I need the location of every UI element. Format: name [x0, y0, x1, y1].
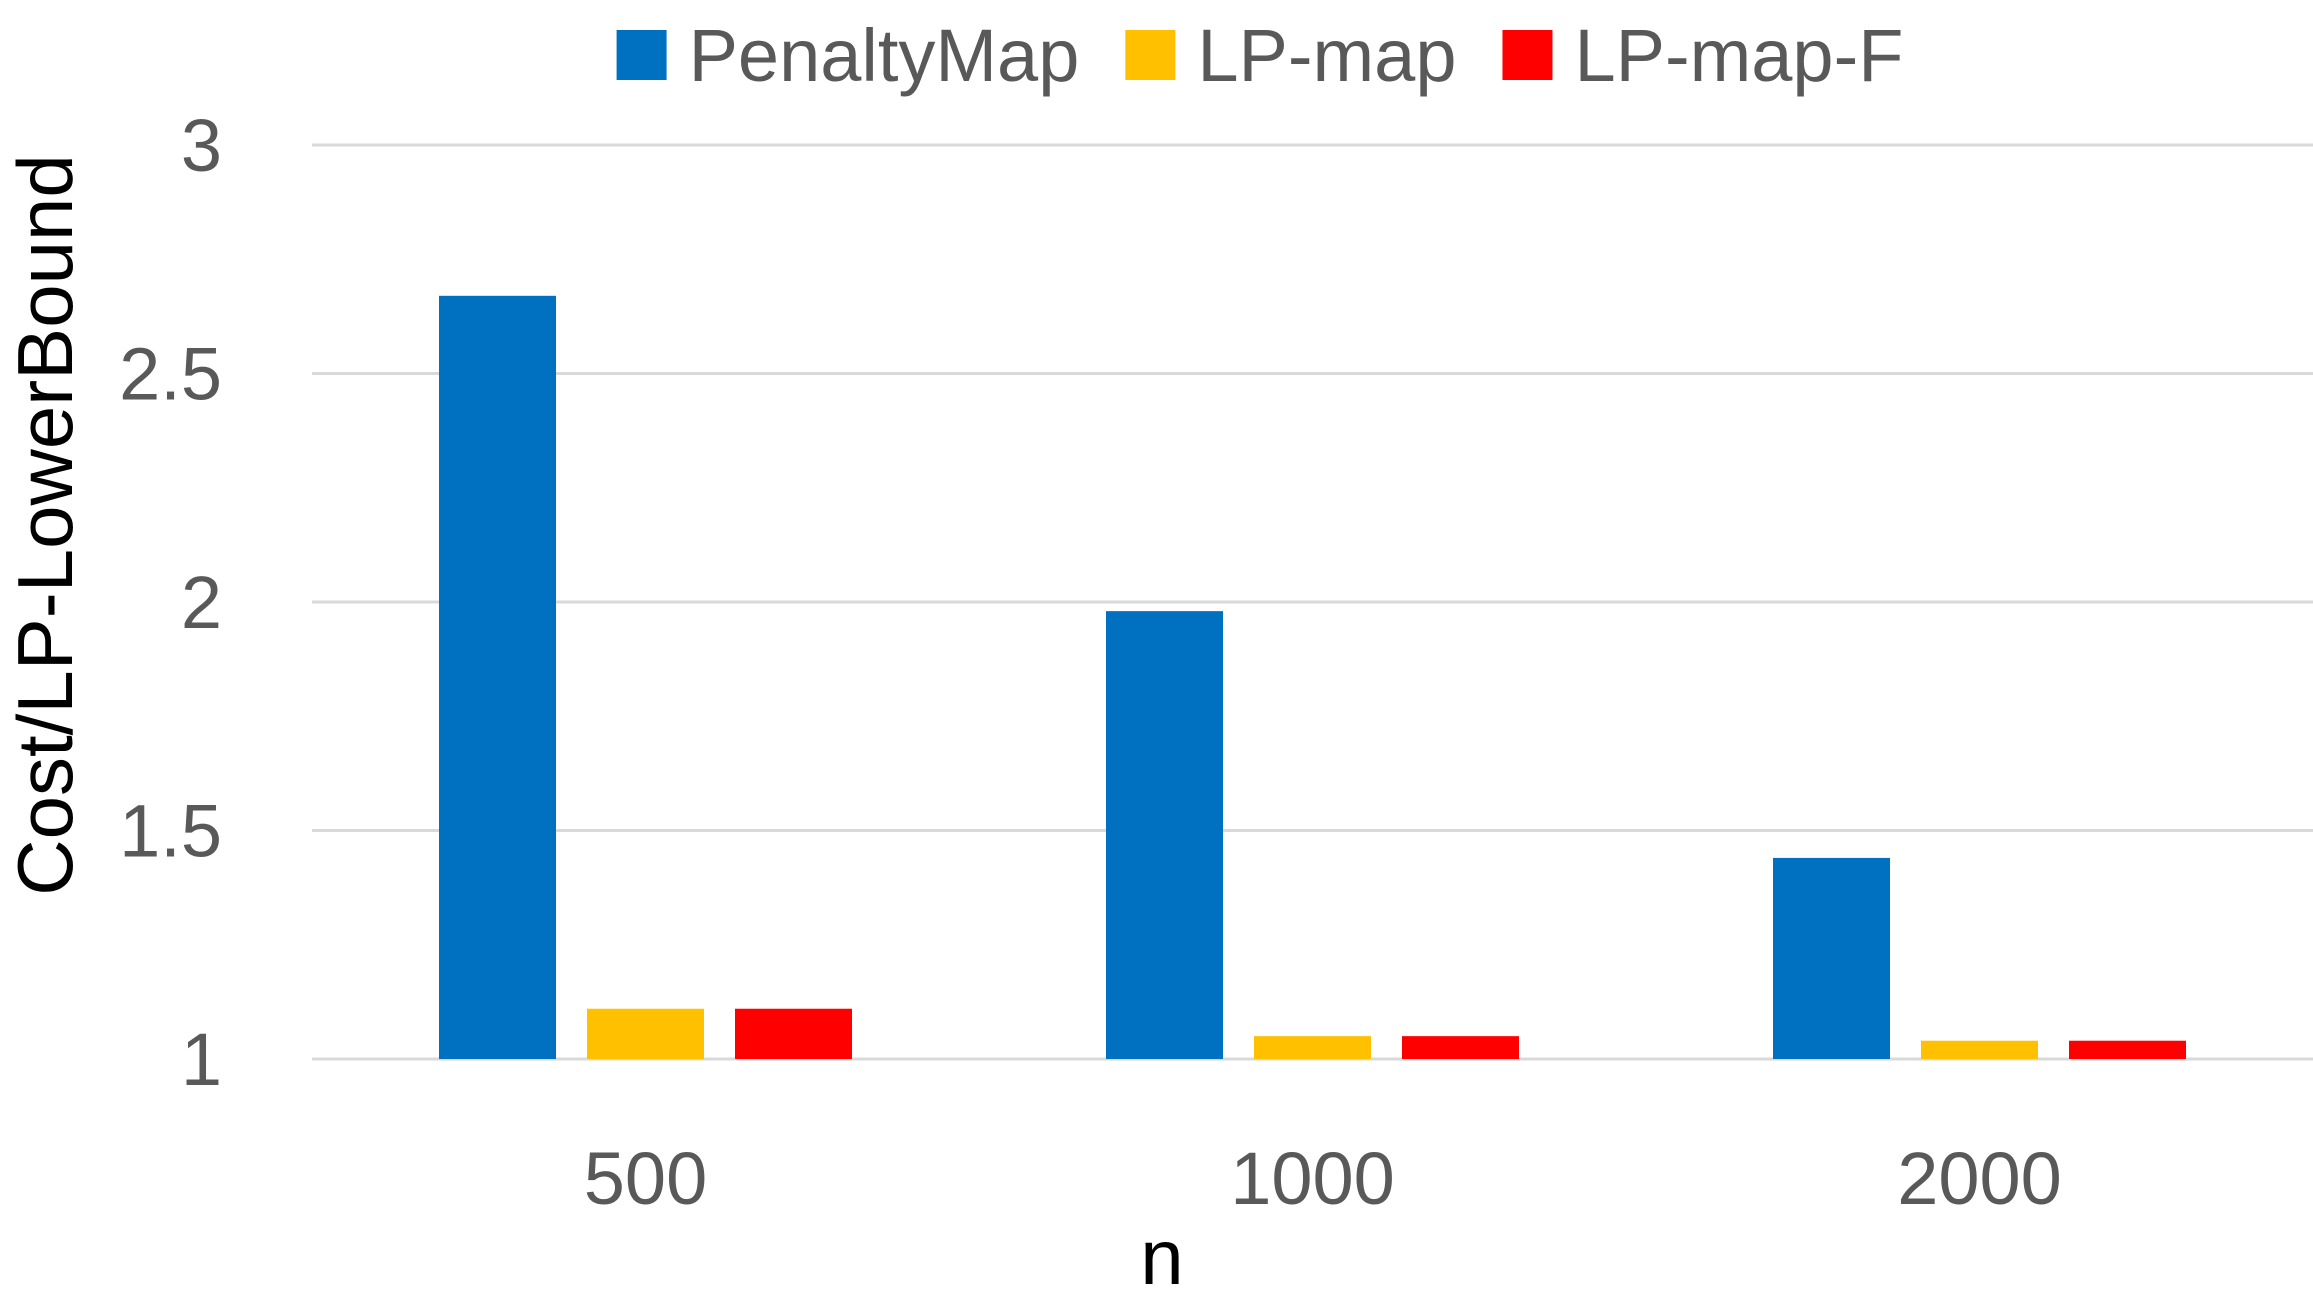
x-axis-title: n	[1140, 1213, 1183, 1301]
x-tick-label: 500	[584, 1137, 707, 1220]
y-tick-label: 3	[181, 104, 222, 187]
y-axis-ticks: 1 1.5 2 2.5 3	[119, 104, 222, 1101]
legend-swatch	[1125, 30, 1176, 80]
bar-penaltymap-2000	[1773, 857, 1890, 1059]
y-tick-label: 2.5	[119, 333, 222, 416]
bar-lp-map-f-1000	[1402, 1036, 1519, 1059]
legend-label: LP-map	[1197, 14, 1456, 97]
legend-label: PenaltyMap	[689, 14, 1080, 97]
x-tick-label: 2000	[1897, 1137, 2062, 1220]
bar-lp-map-f-500	[735, 1008, 852, 1059]
bar-penaltymap-500	[439, 295, 556, 1059]
legend-label: LP-map-F	[1574, 14, 1903, 97]
bar-lp-map-2000	[1921, 1040, 2038, 1059]
bar-lp-map-f-2000	[2069, 1040, 2186, 1059]
gridlines	[312, 143, 2313, 1061]
legend-item-penaltymap: PenaltyMap	[616, 14, 1080, 97]
x-axis-ticks: 500 1000 2000	[584, 1137, 2062, 1220]
legend-swatch	[616, 30, 667, 80]
y-tick-label: 1	[181, 1018, 222, 1101]
legend-swatch	[1502, 30, 1553, 80]
legend: PenaltyMap LP-map LP-map-F	[616, 14, 1903, 97]
y-tick-label: 2	[181, 561, 222, 644]
bar-lp-map-500	[587, 1008, 704, 1059]
x-tick-label: 1000	[1230, 1137, 1395, 1220]
bar-penaltymap-1000	[1106, 611, 1223, 1059]
legend-item-lp-map-f: LP-map-F	[1502, 14, 1903, 97]
legend-item-lp-map: LP-map	[1125, 14, 1456, 97]
bar-lp-map-1000	[1254, 1036, 1371, 1059]
y-tick-label: 1.5	[119, 790, 222, 873]
y-axis-title: Cost/LP-LowerBound	[1, 154, 89, 895]
bars	[439, 295, 2186, 1059]
